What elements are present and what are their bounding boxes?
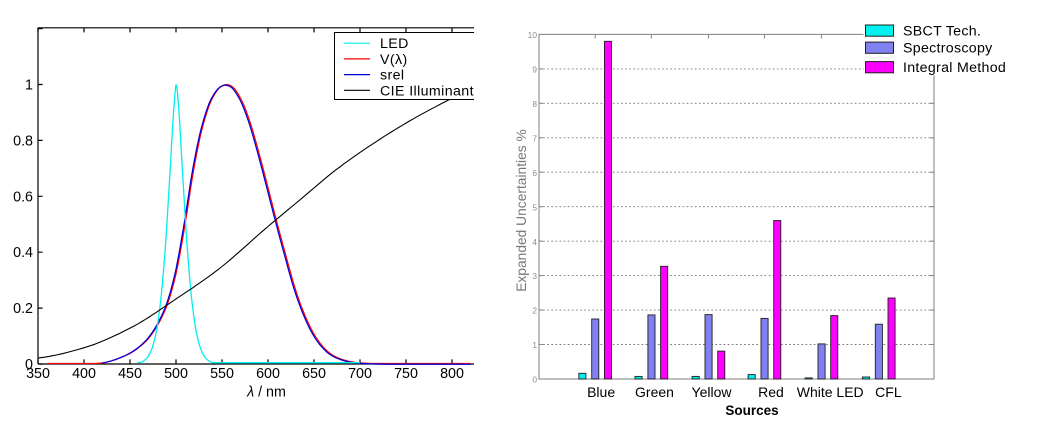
svg-text:White LED: White LED	[797, 384, 864, 400]
svg-text:LED: LED	[380, 36, 409, 52]
svg-text:Blue: Blue	[587, 384, 615, 400]
svg-text:450: 450	[118, 366, 142, 382]
svg-text:Red: Red	[758, 384, 784, 400]
svg-text:0.2: 0.2	[13, 301, 33, 317]
svg-text:1: 1	[532, 340, 537, 350]
svg-text:Expanded Uncertainties %: Expanded Uncertainties %	[514, 129, 529, 292]
svg-text:0.4: 0.4	[13, 245, 33, 261]
svg-text:550: 550	[210, 366, 234, 382]
svg-text:10: 10	[528, 30, 538, 40]
svg-text:500: 500	[164, 366, 188, 382]
svg-text:Integral Method: Integral Method	[903, 60, 1006, 76]
svg-text:0: 0	[532, 375, 537, 385]
svg-text:700: 700	[348, 366, 372, 382]
svg-text:9: 9	[532, 65, 537, 75]
svg-text:CIE Illuminant: CIE Illuminant	[380, 83, 474, 99]
svg-text:8: 8	[532, 99, 537, 109]
svg-text:6: 6	[532, 168, 537, 178]
svg-text:400: 400	[72, 366, 96, 382]
svg-text:2: 2	[532, 306, 537, 316]
svg-text:λ / nm: λ / nm	[246, 385, 286, 401]
svg-text:srel: srel	[380, 68, 404, 84]
svg-text:SBCT Tech.: SBCT Tech.	[903, 23, 981, 39]
svg-text:Yellow: Yellow	[692, 384, 733, 400]
svg-text:800: 800	[440, 366, 464, 382]
svg-text:0.8: 0.8	[13, 133, 33, 149]
svg-text:Spectroscopy: Spectroscopy	[903, 41, 993, 57]
svg-text:350: 350	[26, 366, 50, 382]
svg-text:1: 1	[25, 78, 33, 94]
svg-text:600: 600	[256, 366, 280, 382]
svg-text:4: 4	[532, 237, 537, 247]
svg-text:Green: Green	[635, 384, 674, 400]
svg-text:5: 5	[532, 202, 537, 212]
svg-text:7: 7	[532, 133, 537, 143]
svg-text:750: 750	[394, 366, 418, 382]
svg-text:0.6: 0.6	[13, 189, 33, 205]
svg-text:CFL: CFL	[875, 384, 902, 400]
svg-text:3: 3	[532, 271, 537, 281]
svg-text:Sources: Sources	[725, 403, 778, 418]
svg-text:650: 650	[302, 366, 326, 382]
svg-text:0: 0	[25, 357, 33, 373]
svg-text:V(λ): V(λ)	[380, 52, 408, 68]
